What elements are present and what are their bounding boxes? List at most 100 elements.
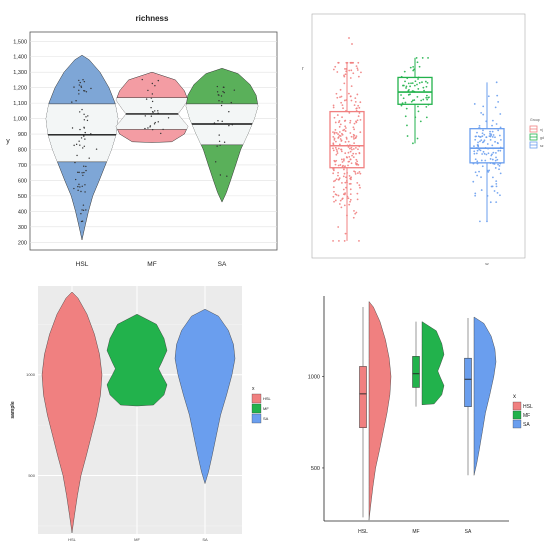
- box: [412, 356, 420, 388]
- jitter-point: [494, 159, 497, 162]
- jitter-dot: [71, 101, 73, 103]
- jitter-point: [356, 93, 359, 96]
- legend-label: SA: [523, 422, 530, 428]
- x-tick-label: MF: [134, 537, 140, 542]
- jitter-point: [338, 131, 341, 133]
- jitter-point: [425, 116, 428, 119]
- jitter-point: [334, 146, 337, 149]
- jitter-point: [335, 92, 338, 95]
- jitter-point: [337, 226, 340, 228]
- jitter-point: [342, 159, 345, 162]
- box: [359, 366, 367, 428]
- jitter-dot: [90, 87, 92, 90]
- violin-hsl: [41, 291, 103, 534]
- jitter-point: [355, 152, 357, 155]
- jitter-point: [499, 172, 502, 175]
- jitter-point: [341, 182, 343, 184]
- jitter-point: [402, 84, 404, 87]
- jitter-dot: [150, 97, 153, 99]
- jitter-point: [410, 82, 412, 85]
- jitter-point: [406, 124, 408, 127]
- jitter-point: [333, 137, 336, 140]
- y-tick-label: 600: [18, 178, 27, 184]
- violins: [45, 54, 259, 241]
- jitter-dot: [153, 123, 156, 125]
- jitter-point: [499, 113, 502, 115]
- y-tick-label: 1,200: [13, 86, 27, 92]
- jitter-point: [413, 99, 416, 101]
- jitter-dot: [221, 101, 223, 103]
- jitter-point: [332, 186, 335, 189]
- jitter-point: [404, 115, 407, 118]
- half-violin-hsl: [368, 300, 392, 521]
- jitter-point: [348, 175, 351, 177]
- legend-key: [512, 401, 522, 411]
- jitter-point: [343, 120, 346, 122]
- jitter-point: [473, 150, 476, 153]
- jitter-point: [336, 114, 339, 116]
- jitter-point: [353, 104, 356, 107]
- violin-sa: [174, 308, 236, 485]
- jitter-point: [481, 135, 484, 138]
- jitter-dot: [84, 131, 86, 134]
- jitter-point: [480, 176, 482, 179]
- y-tick-label: 700: [18, 163, 27, 169]
- jitter-dot: [79, 81, 81, 84]
- jitter-point: [352, 156, 355, 159]
- jitter-dot: [217, 120, 219, 122]
- y-tick-label: 1000: [308, 374, 320, 380]
- jitter-point: [354, 97, 357, 100]
- jitter-dot: [84, 90, 86, 92]
- jitter-dot: [219, 144, 221, 146]
- jitter-dot: [75, 100, 77, 102]
- jitter-point: [339, 88, 342, 91]
- jitter-point: [481, 165, 484, 168]
- jitter-dot: [150, 115, 153, 117]
- jitter-point: [485, 153, 488, 156]
- jitter-point: [473, 103, 476, 105]
- jitter-point: [409, 66, 412, 69]
- jitter-dot: [84, 191, 86, 193]
- jitter-point: [356, 69, 359, 71]
- jitter-dot: [222, 90, 224, 93]
- jitter-point: [344, 67, 346, 70]
- jitter-point: [340, 206, 343, 209]
- legend-label: gd: [540, 136, 544, 140]
- jitter-point: [352, 136, 355, 138]
- jitter-point: [356, 192, 359, 195]
- jitter-point: [488, 135, 491, 138]
- jitter-point: [491, 124, 493, 127]
- jitter-dot: [150, 106, 152, 109]
- jitter-dot: [82, 204, 85, 206]
- jitter-point: [487, 95, 490, 98]
- jitter-point: [336, 71, 339, 73]
- y-tick-labels: 500 1000: [26, 372, 36, 478]
- jitter-point: [340, 101, 343, 104]
- jitter-point: [487, 170, 490, 173]
- legend-key: [251, 393, 262, 404]
- jitter-dot: [82, 147, 84, 149]
- y-tick-label: 500: [28, 473, 35, 478]
- jitter-point: [425, 96, 428, 99]
- jitter-point: [489, 201, 492, 204]
- jitter-dot: [81, 172, 83, 174]
- legend-label: MF: [263, 406, 269, 411]
- jitter-dot: [222, 86, 225, 88]
- jitter-point: [353, 137, 355, 140]
- jitter-point: [359, 131, 362, 134]
- jitter-point: [353, 142, 356, 145]
- jitter-point: [483, 139, 486, 142]
- jitter-point: [478, 124, 481, 127]
- jitter-dot: [80, 213, 82, 215]
- jitter-point: [422, 86, 425, 89]
- jitter-dot: [76, 154, 78, 157]
- legend-title: x: [513, 394, 516, 400]
- jitter-point: [337, 174, 339, 177]
- jitter-point: [334, 121, 337, 124]
- jitter-point: [410, 100, 413, 103]
- jitter-point: [344, 181, 347, 184]
- jitter-point: [342, 107, 344, 110]
- jitter-dot: [151, 128, 154, 131]
- jitter-point: [411, 99, 414, 102]
